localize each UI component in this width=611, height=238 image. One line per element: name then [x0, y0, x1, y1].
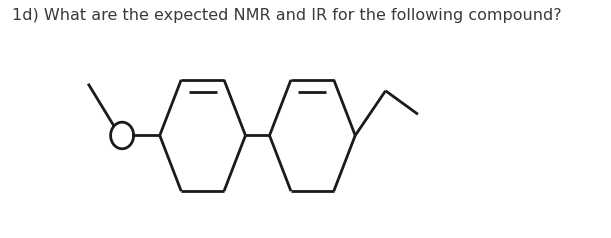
- Text: 1d) What are the expected NMR and IR for the following compound?: 1d) What are the expected NMR and IR for…: [12, 8, 562, 24]
